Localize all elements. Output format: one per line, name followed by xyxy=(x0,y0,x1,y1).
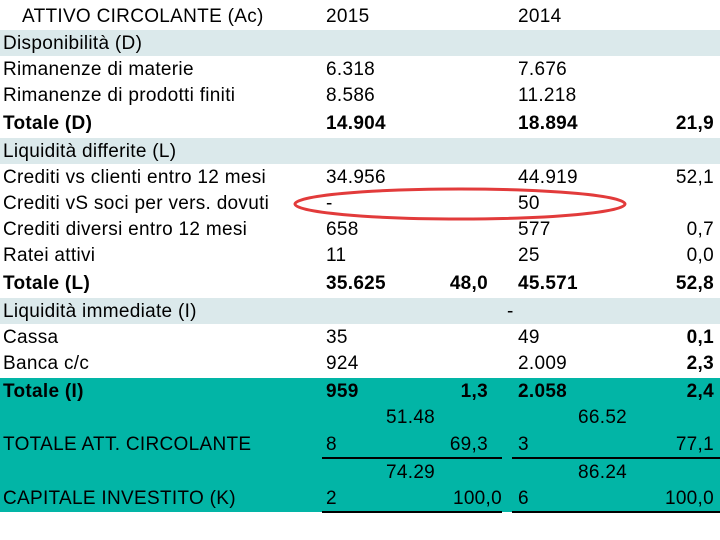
row-capitale-investito-2014-part1: 86.24 xyxy=(578,462,628,483)
row-rimanenze-prodotti-2014: 11.218 xyxy=(518,85,577,106)
row-rimanenze-materie-label: Rimanenze di materie xyxy=(3,59,194,80)
row-totale-att-circolante-2015-part1: 51.48 xyxy=(386,407,436,428)
rule-totale-att-2015 xyxy=(322,457,502,459)
row-banca-2014: 2.009 xyxy=(518,353,568,374)
row-totale-l-pct2015: 48,0 xyxy=(449,273,488,294)
row-band-liquidita-differite xyxy=(0,138,720,164)
row-totale-i-label: Totale (I) xyxy=(3,381,84,402)
row-totale-d-label: Totale (D) xyxy=(3,113,93,134)
row-capitale-investito-pct2014: 100,0 xyxy=(664,488,714,509)
row-totale-l-pct2014: 52,8 xyxy=(675,273,714,294)
row-liquidita-immediate-dash: - xyxy=(507,301,514,322)
rule-capitale-2015 xyxy=(322,511,502,513)
row-totale-att-circolante-2014-part2: 3 xyxy=(518,434,529,455)
row-totale-d-pct2014: 21,9 xyxy=(675,113,714,134)
row-totale-i-2015: 959 xyxy=(326,381,359,402)
row-ratei-2015: 11 xyxy=(326,245,347,266)
row-banca-label: Banca c/c xyxy=(3,353,90,374)
row-cassa-label: Cassa xyxy=(3,327,59,348)
rule-totale-att-2014 xyxy=(512,457,720,459)
row-crediti-soci-2015: - xyxy=(326,193,333,214)
row-crediti-diversi-2014: 577 xyxy=(518,219,551,240)
row-totale-i-2014: 2.058 xyxy=(518,381,568,402)
row-capitale-investito-2015-part2: 2 xyxy=(326,488,337,509)
section-liquidita-immediate: Liquidità immediate (I) xyxy=(3,301,197,322)
row-totale-att-circolante-2014-part1: 66.52 xyxy=(578,407,628,428)
row-crediti-diversi-2015: 658 xyxy=(326,219,359,240)
row-totale-l-2014: 45.571 xyxy=(518,273,578,294)
row-crediti-diversi-pct2014: 0,7 xyxy=(686,219,714,240)
row-capitale-investito-2014-part2: 6 xyxy=(518,488,529,509)
row-totale-att-circolante-pct2014: 77,1 xyxy=(675,434,714,455)
row-totale-att-circolante-2015-part2: 8 xyxy=(326,434,337,455)
header-col-2015: 2015 xyxy=(326,6,370,27)
row-totale-att-circolante-pct2015: 69,3 xyxy=(449,434,488,455)
row-rimanenze-prodotti-label: Rimanenze di prodotti finiti xyxy=(3,85,236,106)
row-crediti-soci-label: Crediti vS soci per vers. dovuti xyxy=(3,193,270,214)
row-totale-i-pct2014: 2,4 xyxy=(686,381,714,402)
row-capitale-investito-2015-part1: 74.29 xyxy=(386,462,436,483)
row-crediti-clienti-pct2014: 52,1 xyxy=(675,167,714,188)
row-cassa-2015: 35 xyxy=(326,327,348,348)
row-capitale-investito-pct2015: 100,0 xyxy=(452,488,502,509)
row-rimanenze-materie-2015: 6.318 xyxy=(326,59,376,80)
row-banca-2015: 924 xyxy=(326,353,359,374)
row-totale-d-2015: 14.904 xyxy=(326,113,386,134)
row-cassa-pct2014: 0,1 xyxy=(686,327,714,348)
row-crediti-diversi-label: Crediti diversi entro 12 mesi xyxy=(3,219,248,240)
row-totale-l-2015: 35.625 xyxy=(326,273,386,294)
row-ratei-label: Ratei attivi xyxy=(3,245,96,266)
row-band-totals xyxy=(0,378,720,512)
row-totale-l-label: Totale (L) xyxy=(3,273,91,294)
row-crediti-clienti-2014: 44.919 xyxy=(518,167,578,188)
row-ratei-2014: 25 xyxy=(518,245,540,266)
row-crediti-soci-2014: 50 xyxy=(518,193,540,214)
section-disponibilita: Disponibilità (D) xyxy=(3,33,143,54)
row-cassa-2014: 49 xyxy=(518,327,540,348)
rule-capitale-2014 xyxy=(512,511,720,513)
header-col-label: ATTIVO CIRCOLANTE (Ac) xyxy=(22,6,264,27)
row-rimanenze-materie-2014: 7.676 xyxy=(518,59,568,80)
row-totale-i-pct2015: 1,3 xyxy=(460,381,488,402)
row-rimanenze-prodotti-2015: 8.586 xyxy=(326,85,376,106)
row-band-liquidita-immediate xyxy=(0,298,720,324)
row-crediti-clienti-label: Crediti vs clienti entro 12 mesi xyxy=(3,167,267,188)
row-totale-att-circolante-label: TOTALE ATT. CIRCOLANTE xyxy=(3,434,252,455)
row-ratei-pct2014: 0,0 xyxy=(686,245,714,266)
section-liquidita-differite: Liquidità differite (L) xyxy=(3,141,177,162)
row-crediti-clienti-2015: 34.956 xyxy=(326,167,386,188)
highlight-ellipse xyxy=(293,187,627,221)
row-banca-pct2014: 2,3 xyxy=(686,353,714,374)
header-col-2014: 2014 xyxy=(518,6,562,27)
row-band-disponibilita xyxy=(0,30,720,56)
row-totale-d-2014: 18.894 xyxy=(518,113,578,134)
row-capitale-investito-label: CAPITALE INVESTITO (K) xyxy=(3,488,236,509)
